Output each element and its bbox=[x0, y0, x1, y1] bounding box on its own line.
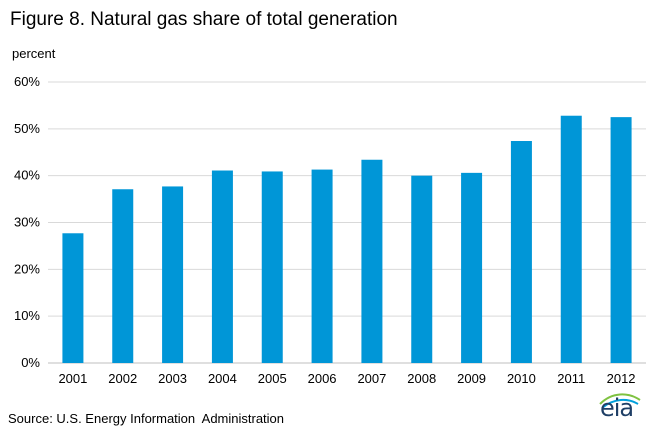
x-tick-label: 2004 bbox=[208, 371, 237, 386]
bar-2001 bbox=[62, 233, 84, 363]
x-tick-label: 2010 bbox=[507, 371, 536, 386]
y-tick-label: 60% bbox=[14, 74, 40, 89]
x-tick-label: 2007 bbox=[357, 371, 386, 386]
x-tick-label: 2002 bbox=[108, 371, 137, 386]
y-tick-label: 40% bbox=[14, 168, 40, 183]
x-tick-label: 2005 bbox=[258, 371, 287, 386]
bar-2007 bbox=[361, 159, 383, 363]
source-note: Source: U.S. Energy Information Administ… bbox=[8, 411, 285, 426]
bar-2005 bbox=[261, 171, 283, 363]
x-tick-label: 2006 bbox=[308, 371, 337, 386]
chart-title: Figure 8. Natural gas share of total gen… bbox=[10, 9, 398, 30]
y-tick-label: 0% bbox=[21, 355, 40, 370]
bar-2004 bbox=[211, 170, 233, 363]
y-tick-label: 10% bbox=[14, 308, 40, 323]
y-axis-label: percent bbox=[12, 46, 56, 61]
gridlines bbox=[48, 81, 646, 364]
bar-2002 bbox=[112, 189, 134, 363]
x-tick-label: 2003 bbox=[158, 371, 187, 386]
bar-2011 bbox=[560, 115, 582, 363]
bar-2003 bbox=[162, 186, 184, 363]
x-tick-label: 2001 bbox=[58, 371, 87, 386]
x-tick-labels: 2001 2002 2003 2004 2005 2006 2007 2008 2009 2010… bbox=[58, 371, 635, 386]
bar-2008 bbox=[411, 175, 433, 363]
bar-2012 bbox=[610, 117, 632, 363]
bars bbox=[62, 115, 632, 363]
x-tick-label: 2009 bbox=[457, 371, 486, 386]
bar-2009 bbox=[461, 172, 483, 363]
y-tick-label: 20% bbox=[14, 261, 40, 276]
y-tick-label: 50% bbox=[14, 121, 40, 136]
x-tick-label: 2012 bbox=[607, 371, 636, 386]
x-tick-label: 2011 bbox=[557, 371, 585, 386]
y-tick-label: 30% bbox=[14, 215, 40, 230]
y-tick-labels: 0% 10% 20% 30% 40% 50% 60% bbox=[14, 74, 40, 370]
bar-2006 bbox=[311, 169, 333, 363]
x-tick-label: 2008 bbox=[407, 371, 436, 386]
logo-text: eia bbox=[600, 394, 634, 422]
eia-logo-icon: eia bbox=[594, 390, 644, 428]
bar-2010 bbox=[510, 141, 532, 363]
